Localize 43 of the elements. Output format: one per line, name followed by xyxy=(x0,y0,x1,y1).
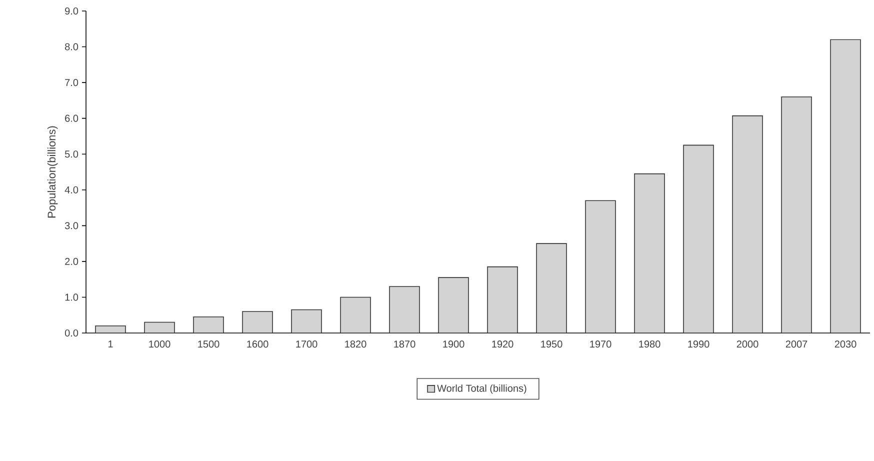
x-tick-label: 1 xyxy=(108,340,113,348)
y-tick-label: 1.0 xyxy=(65,294,78,301)
x-tick-label: 1700 xyxy=(296,340,318,348)
x-tick-label: 1990 xyxy=(688,340,710,348)
x-tick-label: 1950 xyxy=(541,340,562,348)
bar xyxy=(536,243,567,333)
bar xyxy=(340,296,371,333)
legend-label: World Total (billions) xyxy=(437,384,526,394)
bar xyxy=(389,286,420,333)
x-tick-label: 2007 xyxy=(786,340,808,348)
y-tick-label: 8.0 xyxy=(65,43,78,50)
x-tick-label: 1980 xyxy=(639,340,660,348)
x-tick-label: 1820 xyxy=(345,340,366,348)
x-tick-label: 1870 xyxy=(394,340,416,348)
bar xyxy=(242,311,273,333)
y-tick-label: 6.0 xyxy=(65,114,78,122)
bar xyxy=(291,309,322,333)
y-tick-label: 3.0 xyxy=(64,222,78,230)
bar xyxy=(732,115,763,333)
y-tick-label: 2.0 xyxy=(65,258,78,265)
x-tick-label: 1920 xyxy=(492,340,514,348)
x-tick-label: 1000 xyxy=(149,340,170,348)
bar xyxy=(438,277,469,333)
y-tick-label: 4.0 xyxy=(64,186,78,194)
x-tick-label: 1900 xyxy=(443,340,464,348)
bar xyxy=(144,322,175,333)
bar xyxy=(830,39,861,333)
y-tick-label: 9.0 xyxy=(65,7,78,15)
x-tick-label: 2030 xyxy=(834,340,856,348)
y-tick-label: 5.0 xyxy=(64,150,78,158)
y-tick-label: 7.0 xyxy=(65,79,78,86)
bar xyxy=(487,266,518,333)
bar xyxy=(634,173,665,333)
x-tick-label: 1600 xyxy=(247,340,268,348)
bar xyxy=(781,96,812,333)
bar xyxy=(193,316,224,333)
bar xyxy=(683,144,714,333)
x-tick-label: 2000 xyxy=(736,340,758,348)
x-tick-label: 1500 xyxy=(198,340,220,348)
x-tick-label: 1970 xyxy=(590,340,612,348)
y-axis-title: Population(billions) xyxy=(47,126,58,218)
bar xyxy=(585,200,616,333)
y-tick-label: 0.0 xyxy=(64,329,78,337)
